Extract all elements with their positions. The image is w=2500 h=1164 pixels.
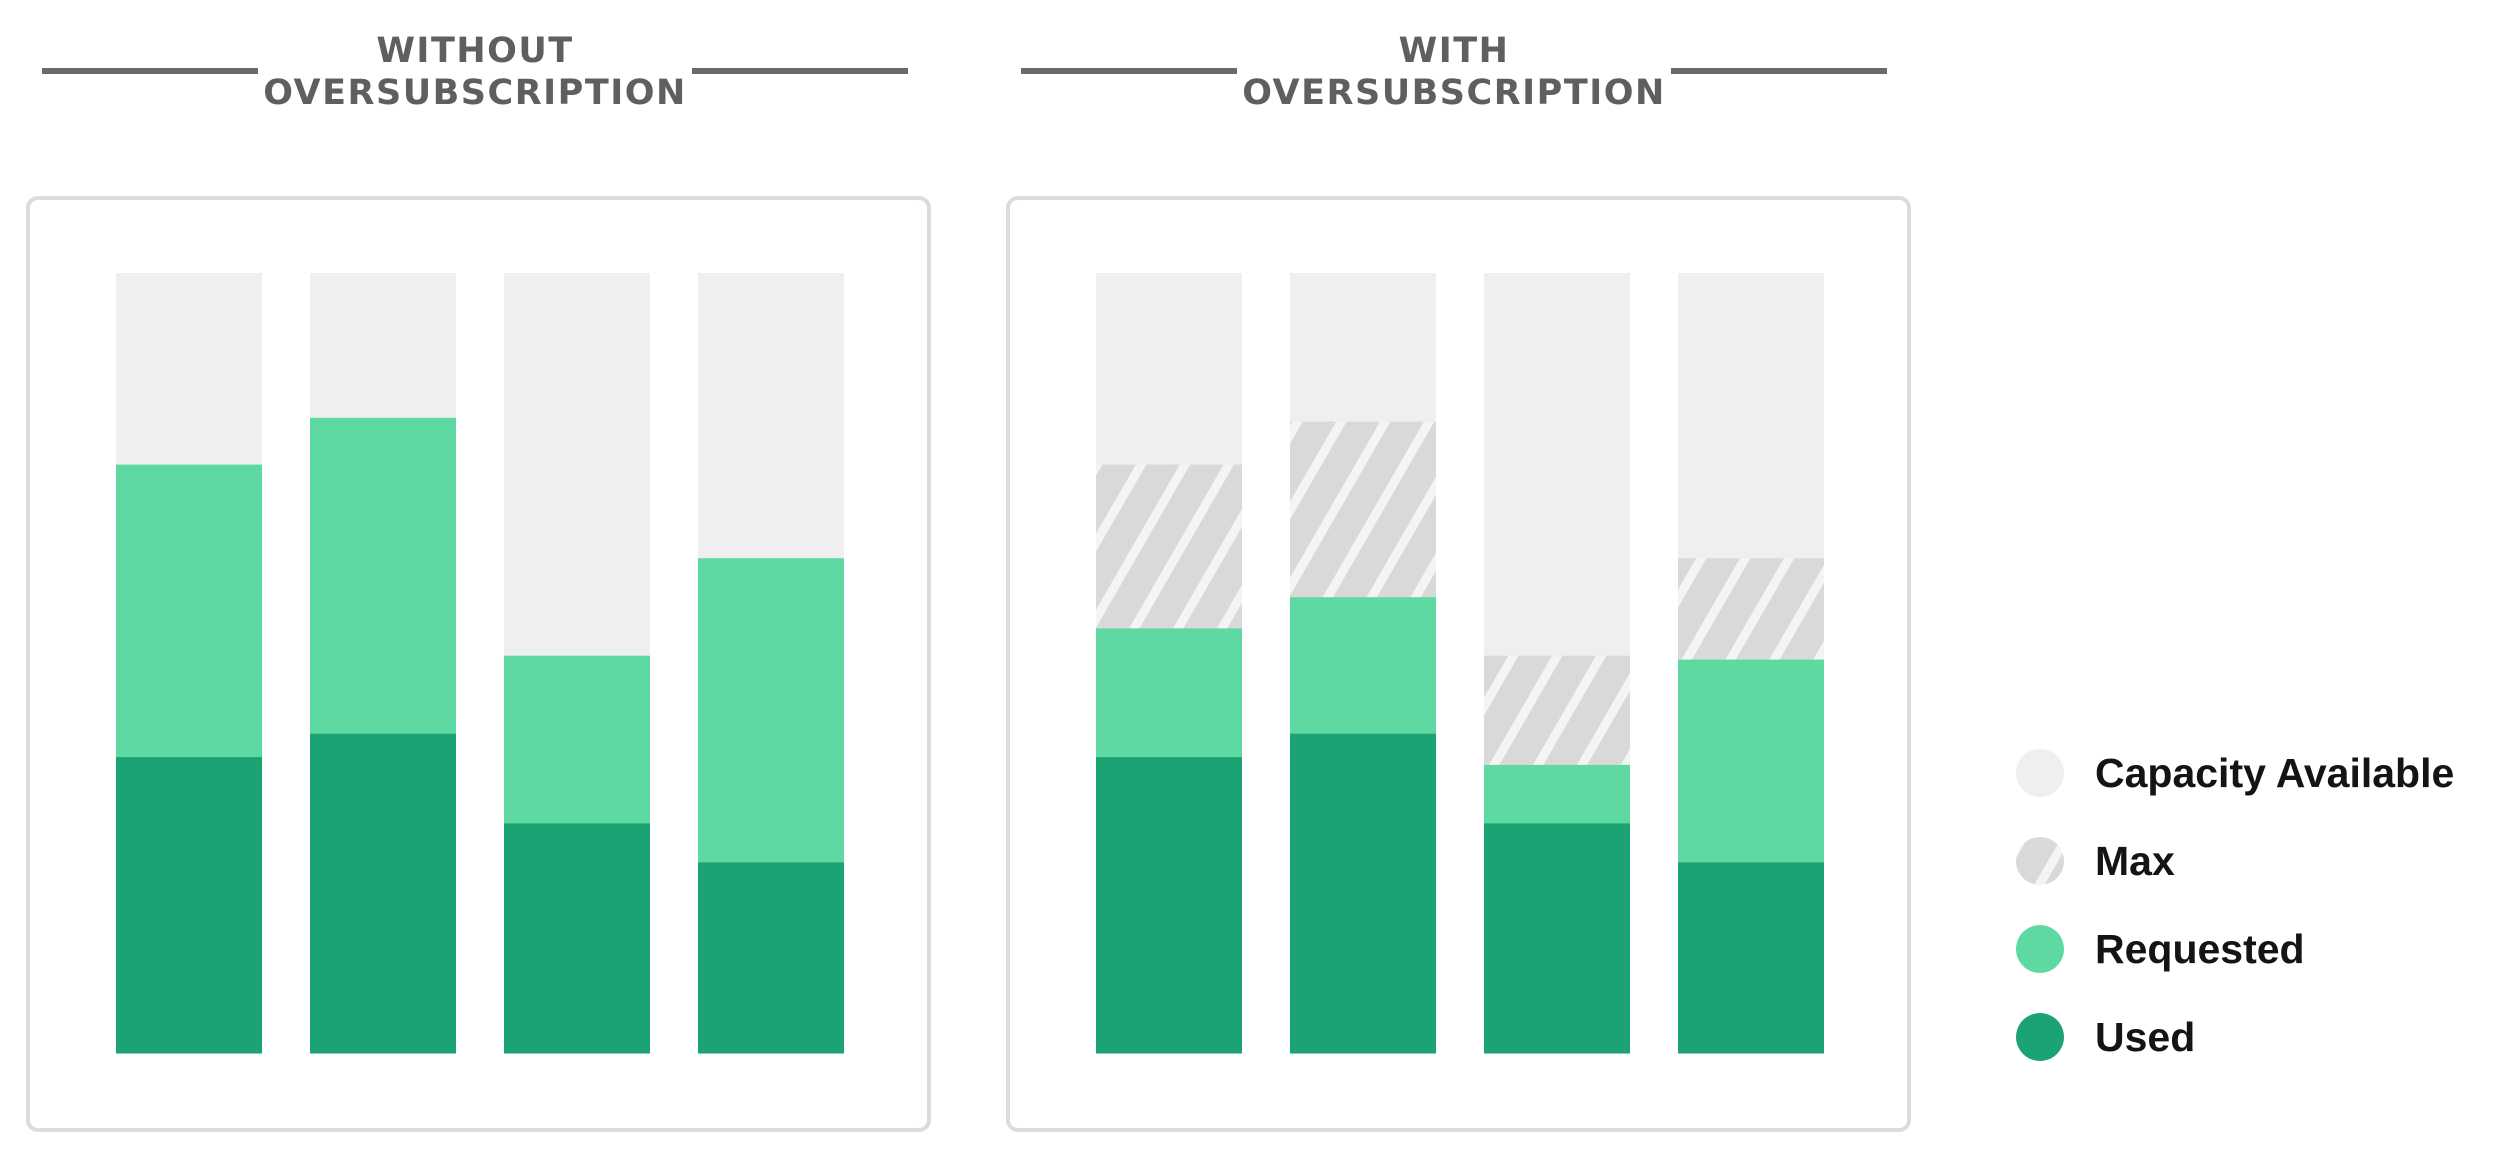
bar-segment-requested	[698, 557, 844, 863]
legend-item-max: Max	[2016, 837, 2175, 885]
bar-segment-used	[310, 733, 456, 1054]
legend-label-used: Used	[2095, 1014, 2195, 1060]
panel-title-line-1: WITH	[1399, 31, 1510, 71]
bar-segment-requested	[504, 655, 650, 824]
legend-item-used: Used	[2016, 1013, 2195, 1061]
legend-label-requested: Requested	[2095, 926, 2305, 972]
bar-segment-used	[1096, 756, 1242, 1054]
bar-segment-requested	[1290, 596, 1436, 734]
bars-without-oversubscription	[116, 273, 844, 1054]
bar-segment-max	[1484, 655, 1630, 765]
legend: Capacity Available Max Requested Used	[2016, 749, 2454, 1061]
bar-segment-used	[504, 822, 650, 1054]
bar-segment-max	[1290, 421, 1436, 598]
bar-segment-max	[1096, 464, 1242, 629]
bar-segment-requested	[116, 464, 262, 758]
bar-segment-used	[1678, 861, 1824, 1054]
panel-with-oversubscription: WITH OVERSUBSCRIPTION	[1006, 31, 1911, 1132]
legend-label-max: Max	[2095, 838, 2175, 884]
dark-green-circle-icon	[2016, 1013, 2064, 1061]
bar-segment-requested	[1484, 764, 1630, 824]
bar-segment-requested	[1096, 627, 1242, 758]
panel-title-line-2: OVERSUBSCRIPTION	[1242, 73, 1666, 113]
bar-segment-used	[116, 756, 262, 1054]
panel-title-line-2: OVERSUBSCRIPTION	[263, 73, 687, 113]
bar-segment-used	[698, 861, 844, 1054]
bar-segment-capacity-available	[1290, 273, 1436, 422]
legend-item-requested: Requested	[2016, 925, 2305, 973]
bar-segment-capacity-available	[1096, 273, 1242, 465]
bar-segment-capacity-available	[504, 273, 650, 656]
light-grey-circle-icon	[2016, 749, 2064, 797]
bar-segment-capacity-available	[116, 273, 262, 465]
bar-segment-requested	[1678, 659, 1824, 863]
panel-title-line-1: WITHOUT	[376, 31, 573, 71]
bar-segment-capacity-available	[310, 273, 456, 418]
light-green-circle-icon	[2016, 925, 2064, 973]
bars-with-oversubscription	[1096, 273, 1824, 1054]
bar-segment-max	[1678, 557, 1824, 660]
legend-label-capacity: Capacity Available	[2095, 750, 2454, 796]
panel-without-oversubscription: WITHOUT OVERSUBSCRIPTION	[26, 31, 931, 1132]
legend-item-capacity: Capacity Available	[2016, 749, 2454, 797]
hatched-circle-icon	[2016, 837, 2064, 885]
bar-segment-requested	[310, 417, 456, 734]
bar-segment-used	[1290, 733, 1436, 1054]
bar-segment-capacity-available	[1484, 273, 1630, 656]
bar-segment-used	[1484, 822, 1630, 1054]
bar-segment-capacity-available	[1678, 273, 1824, 559]
bar-segment-capacity-available	[698, 273, 844, 559]
